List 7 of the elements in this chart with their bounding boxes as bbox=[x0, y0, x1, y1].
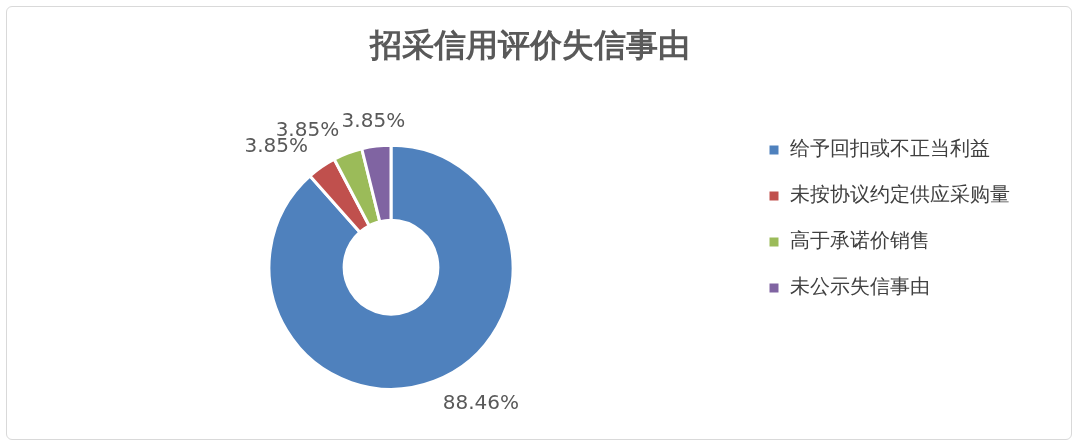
data-label: 3.85% bbox=[341, 108, 406, 133]
chart-title: 招采信用评价失信事由 bbox=[369, 25, 690, 64]
data-label: 88.46% bbox=[442, 389, 520, 414]
legend-label: 未公示失信事由 bbox=[790, 274, 930, 299]
legend-label: 未按协议约定供应采购量 bbox=[790, 182, 1010, 207]
legend-label: 给予回扣或不正当利益 bbox=[790, 136, 990, 161]
legend-label: 高于承诺价销售 bbox=[790, 228, 930, 253]
